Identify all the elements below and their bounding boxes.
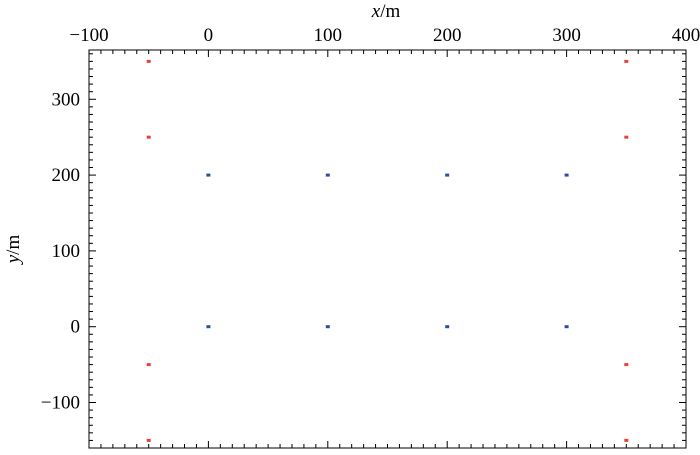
x-tick-label: −100 [69, 25, 108, 46]
axis-tick-labels: −100 0 100 200 300 400 −100 0 100 200 300 [41, 25, 700, 414]
blue-point [445, 325, 450, 329]
red-point [146, 135, 151, 139]
y-tick-label: 300 [52, 89, 81, 110]
blue-point [564, 173, 569, 177]
red-point [624, 59, 629, 63]
axis-ticks [88, 50, 687, 449]
red-point [146, 363, 151, 367]
x-tick-label: 100 [314, 25, 343, 46]
plot-frame [88, 49, 687, 449]
y-tick-label: 0 [71, 317, 81, 338]
red-point [146, 438, 151, 442]
y-tick-label: 100 [52, 241, 81, 262]
blue-point [206, 325, 211, 329]
x-tick-label: 400 [672, 25, 700, 46]
x-tick-label: 300 [552, 25, 581, 46]
data-points [146, 59, 629, 442]
x-tick-label: 0 [204, 25, 214, 46]
x-axis-label: x/m [371, 1, 401, 22]
blue-point [564, 325, 569, 329]
red-point [624, 135, 629, 139]
red-point [624, 438, 629, 442]
y-axis-label: y/m [3, 235, 24, 266]
red-point [624, 363, 629, 367]
y-tick-label: 200 [52, 165, 81, 186]
x-tick-label: 200 [433, 25, 462, 46]
red-point [146, 59, 151, 63]
blue-point [206, 173, 211, 177]
y-tick-label: −100 [41, 393, 80, 414]
blue-point [445, 173, 450, 177]
blue-point [325, 173, 330, 177]
blue-point [325, 325, 330, 329]
